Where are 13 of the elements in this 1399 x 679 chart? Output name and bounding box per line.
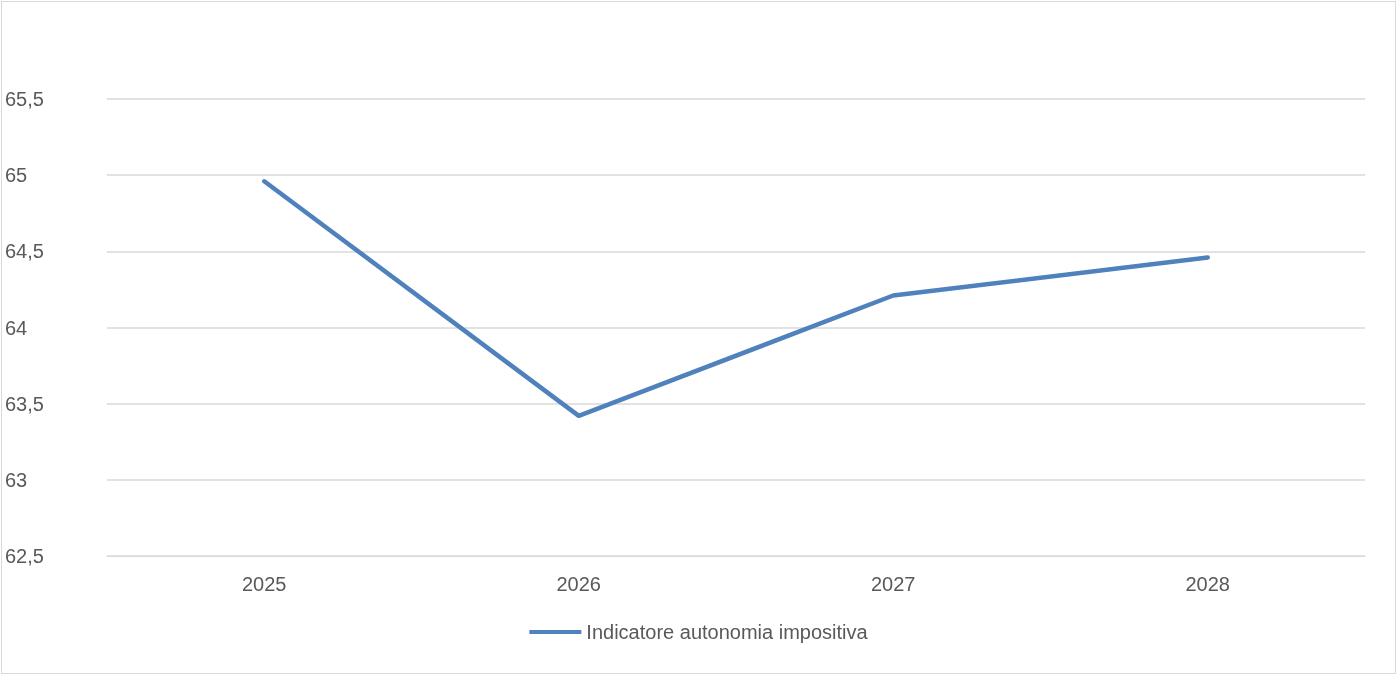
line-series <box>262 179 1210 419</box>
x-tick-label: 2028 <box>1185 573 1230 595</box>
y-tick-label: 64 <box>5 316 28 339</box>
x-tick-label: 2027 <box>871 573 916 595</box>
x-tick-label: 2025 <box>242 573 287 595</box>
y-tick-label: 63 <box>5 468 28 491</box>
y-tick-label: 64,5 <box>5 240 44 263</box>
y-tick-label: 65 <box>5 164 28 187</box>
legend-label: Indicatore autonomia impositiva <box>586 621 869 643</box>
y-tick-label: 62,5 <box>5 545 44 567</box>
x-tick-label: 2026 <box>556 573 601 595</box>
y-tick-label: 65,5 <box>5 88 44 110</box>
y-tick-label: 63,5 <box>5 392 44 415</box>
